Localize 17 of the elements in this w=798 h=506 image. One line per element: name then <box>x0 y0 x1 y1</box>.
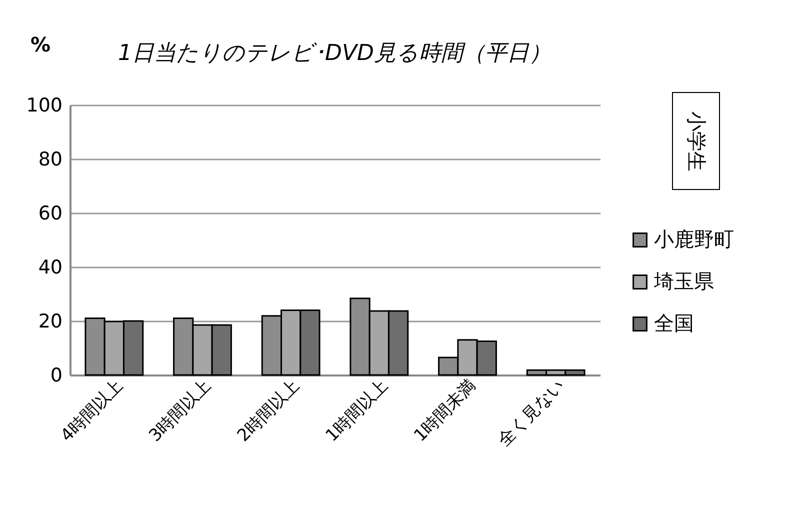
text: 小学生 <box>684 111 710 171</box>
y-tick-label: 100 <box>26 94 62 116</box>
legend-label: 埼玉県 <box>653 269 714 293</box>
chart-title: 1日当たりのテレビ･DVD見る時間（平日） <box>118 41 551 66</box>
legend-label: 全国 <box>654 311 694 335</box>
x-tick-label: 2時間以上 <box>234 376 304 446</box>
y-tick-label: 0 <box>50 364 62 386</box>
legend-label: 小鹿野町 <box>654 227 734 251</box>
x-tick-label: 1時間未満 <box>410 376 480 446</box>
x-tick-label: 3時間以上 <box>145 376 216 446</box>
y-tick-label: 40 <box>38 256 62 278</box>
x-tick-label: 全く見ない <box>494 376 569 450</box>
y-tick-label: 20 <box>38 310 62 332</box>
y-tick-label: 80 <box>38 148 62 170</box>
y-axis-title: % <box>30 32 51 56</box>
x-tick-label: 1時間以上 <box>322 376 392 446</box>
y-tick-label: 60 <box>38 202 62 224</box>
